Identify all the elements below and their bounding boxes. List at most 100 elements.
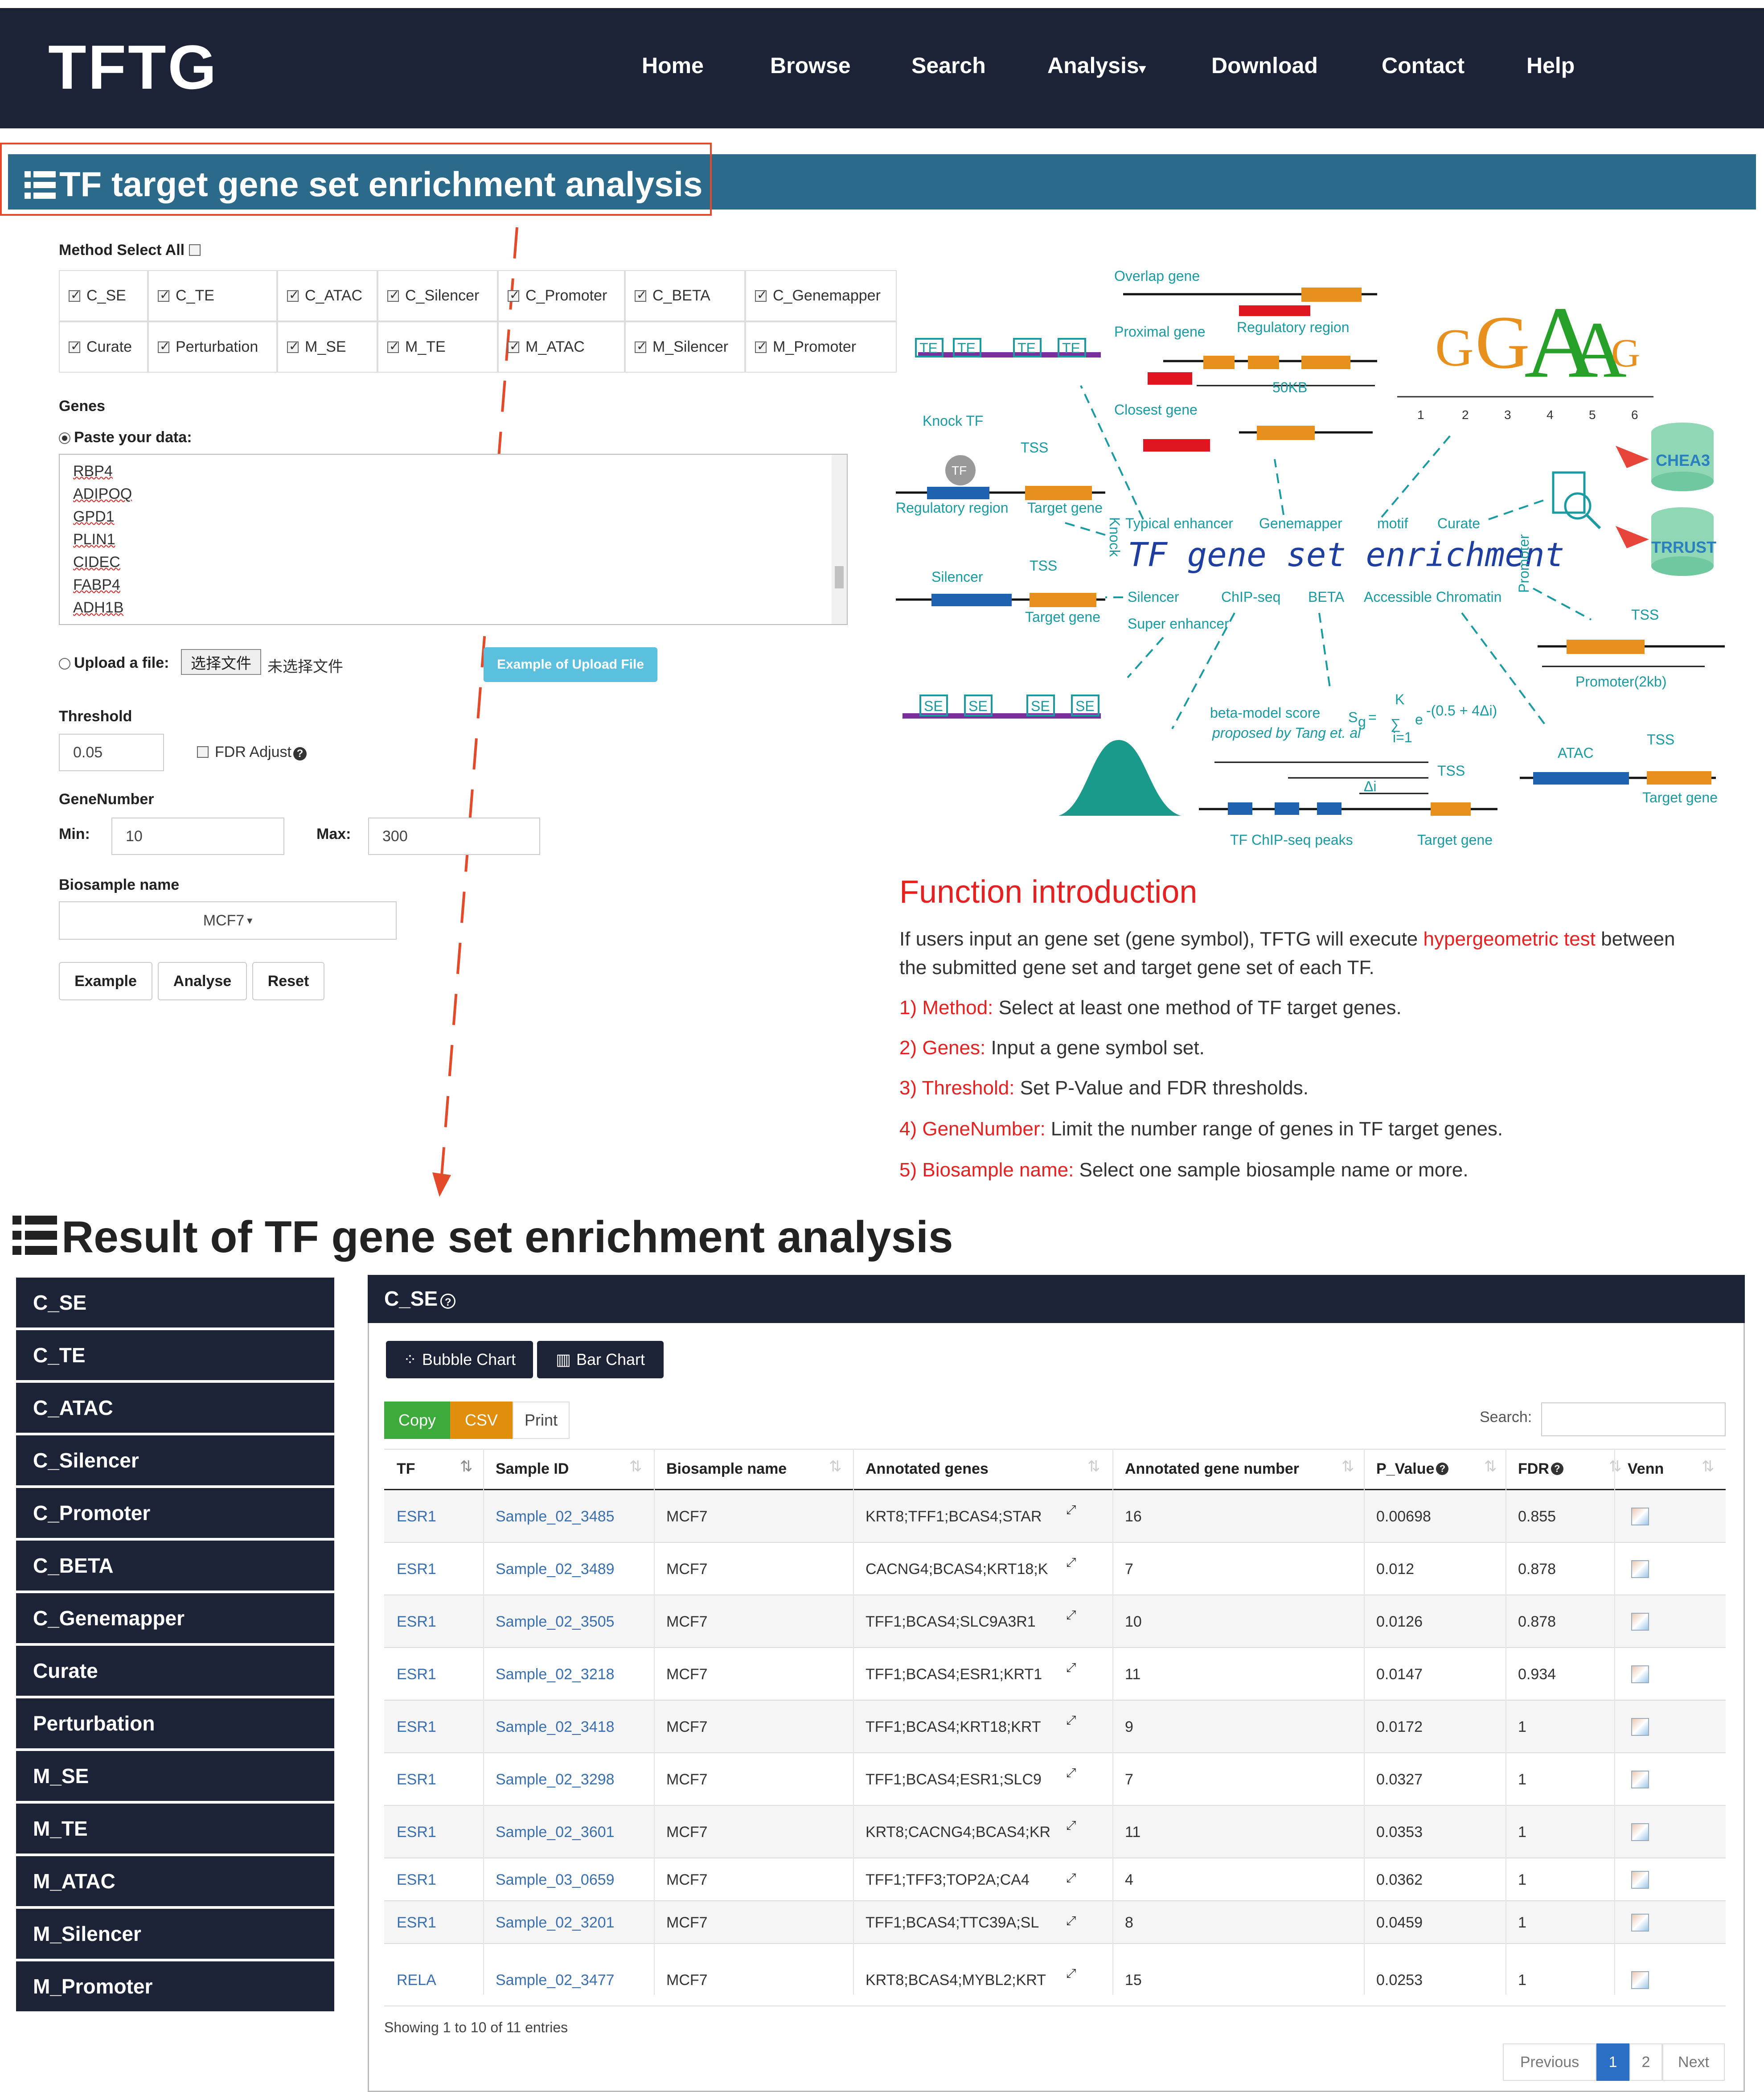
nav-download[interactable]: Download: [1211, 53, 1318, 78]
checkbox[interactable]: [635, 339, 647, 353]
upload-radio[interactable]: [59, 658, 70, 670]
checkbox[interactable]: [158, 288, 170, 302]
method-c-genemapper[interactable]: C_Genemapper: [745, 270, 897, 321]
cell-sample-id[interactable]: Sample_02_3485: [496, 1508, 615, 1525]
col-sample-id[interactable]: Sample ID: [496, 1460, 569, 1477]
sort-icon[interactable]: ⇅: [1087, 1458, 1100, 1475]
question-icon[interactable]: ?: [1551, 1463, 1563, 1475]
cell-annotated-genes[interactable]: TFF1;BCAS4;TTC39A;SL: [866, 1914, 1039, 1931]
table-search-input[interactable]: [1541, 1402, 1726, 1436]
question-icon[interactable]: ?: [1436, 1463, 1449, 1475]
pagination-next[interactable]: Next: [1662, 2043, 1725, 2081]
venn-icon[interactable]: [1631, 1971, 1649, 1989]
sidebar-item-m-promoter[interactable]: M_Promoter: [16, 1961, 334, 2011]
method-c-silencer[interactable]: C_Silencer: [377, 270, 498, 321]
upload-radio-option[interactable]: Upload a file:: [59, 654, 169, 672]
bubble-chart-button[interactable]: ⁘ Bubble Chart: [386, 1341, 533, 1378]
cell-annotated-genes[interactable]: TFF1;TFF3;TOP2A;CA4: [866, 1871, 1030, 1888]
sidebar-item-m-se[interactable]: M_SE: [16, 1751, 334, 1801]
expand-icon[interactable]: ⤢: [1066, 1766, 1076, 1780]
cell-sample-id[interactable]: Sample_02_3298: [496, 1771, 615, 1788]
expand-icon[interactable]: ⤢: [1066, 1966, 1076, 1980]
checkbox[interactable]: [69, 288, 81, 302]
pagination-page-2[interactable]: 2: [1629, 2043, 1662, 2081]
expand-icon[interactable]: ⤢: [1066, 1660, 1076, 1674]
venn-icon[interactable]: [1631, 1871, 1649, 1889]
nav-browse[interactable]: Browse: [770, 53, 851, 78]
col-venn[interactable]: Venn: [1628, 1460, 1664, 1477]
nav-contact[interactable]: Contact: [1382, 53, 1465, 78]
col-fdr[interactable]: FDR?: [1518, 1449, 1563, 1489]
threshold-input[interactable]: 0.05: [59, 734, 164, 771]
sort-icon[interactable]: ⇅: [1484, 1458, 1497, 1475]
method-m-atac[interactable]: M_ATAC: [498, 321, 625, 373]
max-input[interactable]: 300: [368, 818, 540, 855]
checkbox[interactable]: [508, 288, 520, 302]
col-tf[interactable]: TF: [397, 1460, 415, 1477]
sidebar-item-m-atac[interactable]: M_ATAC: [16, 1856, 334, 1906]
cell-sample-id[interactable]: Sample_02_3505: [496, 1613, 615, 1630]
sidebar-item-m-te[interactable]: M_TE: [16, 1804, 334, 1854]
cell-tf[interactable]: ESR1: [397, 1718, 436, 1735]
biosample-select[interactable]: MCF7 ▾: [59, 901, 397, 940]
sidebar-item-c-beta[interactable]: C_BETA: [16, 1541, 334, 1591]
question-icon[interactable]: ?: [293, 747, 307, 760]
method-m-te[interactable]: M_TE: [377, 321, 498, 373]
reset-button[interactable]: Reset: [252, 962, 324, 1000]
min-input[interactable]: 10: [111, 818, 284, 855]
expand-icon[interactable]: ⤢: [1066, 1871, 1076, 1885]
sidebar-item-perturbation[interactable]: Perturbation: [16, 1698, 334, 1748]
method-m-se[interactable]: M_SE: [277, 321, 377, 373]
nav-analysis[interactable]: Analysis▾: [1047, 53, 1146, 78]
checkbox[interactable]: [635, 288, 647, 302]
cell-tf[interactable]: ESR1: [397, 1665, 436, 1683]
fdr-adjust-option[interactable]: FDR Adjust?: [197, 744, 307, 761]
venn-icon[interactable]: [1631, 1508, 1649, 1525]
col-annotated-genes[interactable]: Annotated genes: [866, 1460, 989, 1477]
nav-search[interactable]: Search: [911, 53, 986, 78]
checkbox[interactable]: [287, 339, 299, 353]
choose-file-button[interactable]: 选择文件: [181, 649, 261, 675]
cell-tf[interactable]: RELA: [397, 1971, 436, 1989]
paste-radio-option[interactable]: Paste your data:: [59, 429, 192, 446]
paste-radio[interactable]: [59, 432, 70, 444]
cell-annotated-genes[interactable]: KRT8;TFF1;BCAS4;STAR: [866, 1508, 1042, 1525]
sidebar-item-m-silencer[interactable]: M_Silencer: [16, 1909, 334, 1959]
checkbox[interactable]: [755, 339, 767, 353]
cell-sample-id[interactable]: Sample_02_3489: [496, 1560, 615, 1578]
sidebar-item-c-promoter[interactable]: C_Promoter: [16, 1488, 334, 1538]
venn-icon[interactable]: [1631, 1771, 1649, 1788]
sort-icon[interactable]: ⇅: [829, 1458, 842, 1475]
cell-sample-id[interactable]: Sample_03_0659: [496, 1871, 615, 1888]
select-all-checkbox[interactable]: [189, 244, 201, 256]
fdr-checkbox[interactable]: [197, 746, 209, 758]
cell-annotated-genes[interactable]: TFF1;BCAS4;ESR1;KRT1: [866, 1665, 1042, 1683]
checkbox[interactable]: [387, 339, 399, 353]
sort-icon[interactable]: ⇅: [1702, 1458, 1715, 1475]
method-c-beta[interactable]: C_BETA: [625, 270, 745, 321]
example-upload-button[interactable]: Example of Upload File: [484, 647, 657, 682]
cell-sample-id[interactable]: Sample_02_3201: [496, 1914, 615, 1931]
sort-icon[interactable]: ⇅: [629, 1458, 642, 1475]
checkbox[interactable]: [69, 339, 81, 353]
brand-logo[interactable]: TFTG: [48, 32, 218, 102]
nav-home[interactable]: Home: [642, 53, 704, 78]
checkbox[interactable]: [755, 288, 767, 302]
cell-tf[interactable]: ESR1: [397, 1560, 436, 1578]
venn-icon[interactable]: [1631, 1665, 1649, 1683]
sidebar-item-c-silencer[interactable]: C_Silencer: [16, 1435, 334, 1485]
sort-asc-icon[interactable]: ⇅: [460, 1458, 473, 1475]
print-button[interactable]: Print: [513, 1402, 570, 1439]
venn-icon[interactable]: [1631, 1613, 1649, 1631]
cell-tf[interactable]: ESR1: [397, 1871, 436, 1888]
method-c-atac[interactable]: C_ATAC: [277, 270, 377, 321]
pagination-previous[interactable]: Previous: [1503, 2043, 1596, 2081]
expand-icon[interactable]: ⤢: [1066, 1503, 1076, 1517]
expand-icon[interactable]: ⤢: [1066, 1608, 1076, 1622]
method-c-promoter[interactable]: C_Promoter: [498, 270, 625, 321]
checkbox[interactable]: [387, 288, 399, 302]
col-annotated-gene-number[interactable]: Annotated gene number: [1125, 1460, 1300, 1477]
col-biosample[interactable]: Biosample name: [666, 1460, 787, 1477]
method-m-promoter[interactable]: M_Promoter: [745, 321, 897, 373]
bar-chart-button[interactable]: ▥ Bar Chart: [537, 1341, 664, 1378]
